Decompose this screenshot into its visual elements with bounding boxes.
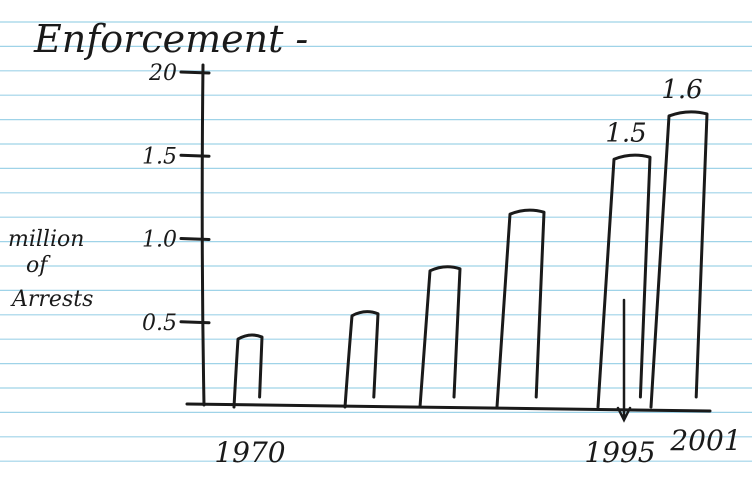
- y-axis-label-line-1: million: [8, 227, 84, 252]
- chart-title: Enforcement -: [33, 17, 308, 61]
- bar: [649, 110, 709, 409]
- y-tick-label: 1.5: [142, 144, 177, 169]
- data-label: 1.6: [661, 75, 702, 105]
- bar: [343, 310, 380, 409]
- x-tick-label: 1995: [584, 436, 655, 469]
- y-axis-line: [200, 63, 206, 407]
- y-tick-mark: [179, 320, 211, 325]
- data-label: 1.5: [605, 118, 646, 148]
- bar: [596, 153, 652, 409]
- axes: [185, 63, 712, 413]
- y-tick-mark: [179, 153, 211, 158]
- x-tick-label: 2001: [669, 424, 741, 457]
- y-tick-mark: [179, 70, 211, 75]
- bar: [495, 208, 546, 409]
- x-tick-labels: 1970 1995 2001: [214, 424, 741, 469]
- y-tick-label: 1.0: [142, 228, 177, 253]
- bars: [232, 110, 709, 423]
- bar-arrow-mark: [616, 298, 632, 423]
- bar: [232, 333, 264, 409]
- y-ticks: 0.5 1.0 1.5 20: [142, 61, 211, 336]
- y-axis-label-line-3: Arrests: [10, 287, 93, 312]
- x-axis-line: [185, 402, 712, 413]
- y-axis-label: million of Arrests: [8, 227, 93, 312]
- y-axis-label-line-2: of: [26, 253, 51, 278]
- y-tick-label: 0.5: [142, 311, 177, 336]
- y-tick-mark: [179, 237, 211, 241]
- data-labels: 1.5 1.6: [605, 75, 702, 148]
- y-tick-label: 20: [148, 61, 177, 86]
- bar: [418, 265, 462, 409]
- x-tick-label: 1970: [214, 436, 285, 469]
